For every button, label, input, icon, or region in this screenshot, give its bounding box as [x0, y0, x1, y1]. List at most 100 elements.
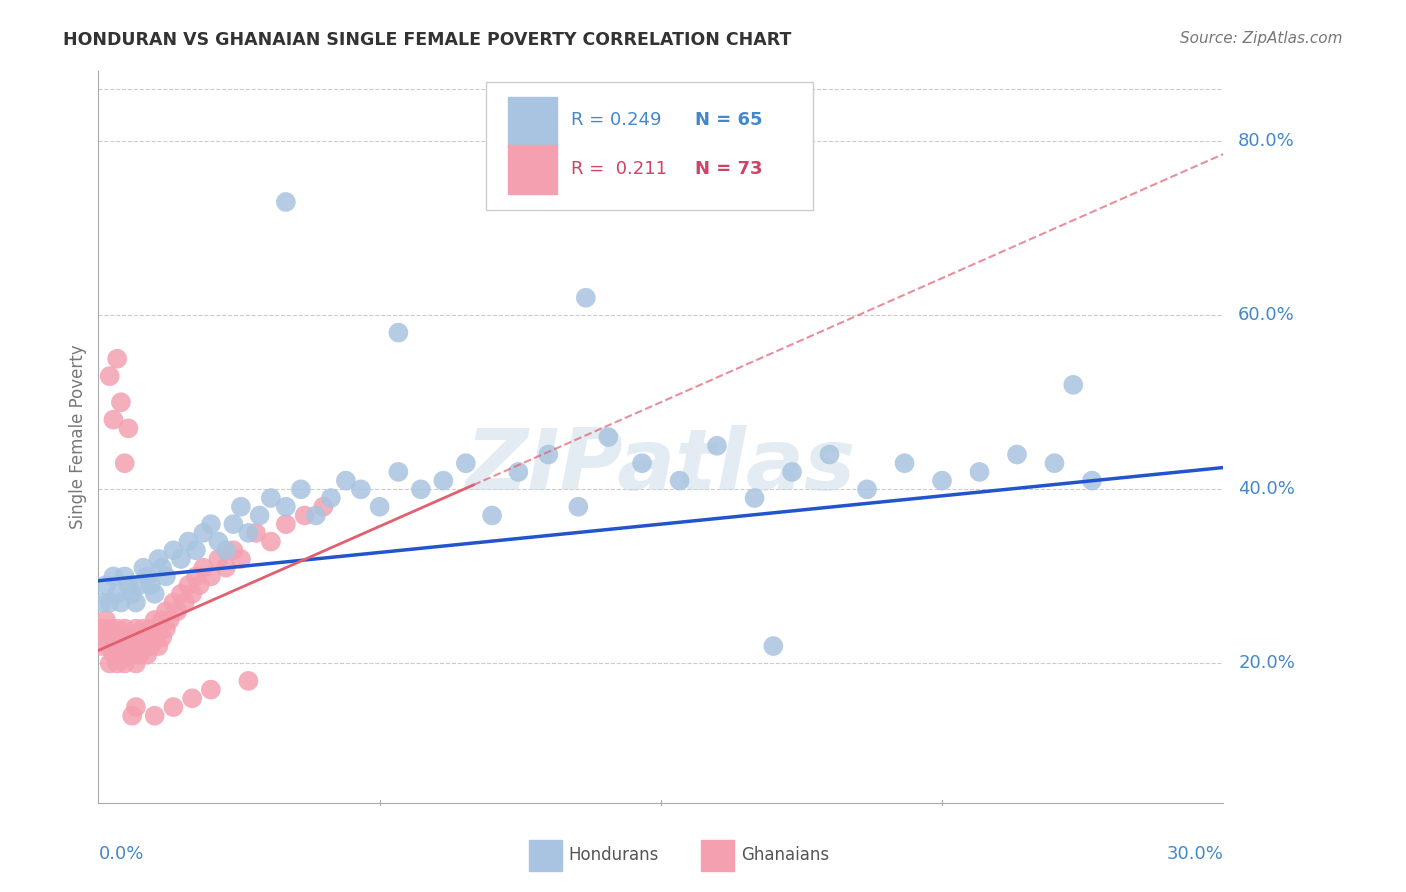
Point	[148, 552, 170, 566]
Point	[117, 631, 139, 645]
Point	[245, 525, 267, 540]
Point	[110, 631, 132, 645]
Point	[110, 395, 132, 409]
Point	[148, 622, 170, 636]
Point	[143, 708, 166, 723]
Point	[200, 569, 222, 583]
Point	[117, 421, 139, 435]
Point	[110, 595, 132, 609]
Point	[706, 439, 728, 453]
Point	[508, 465, 530, 479]
Point	[668, 474, 690, 488]
Text: 60.0%: 60.0%	[1239, 306, 1295, 324]
Text: N = 73: N = 73	[695, 160, 762, 178]
Point	[170, 552, 193, 566]
Point	[132, 560, 155, 574]
Text: HONDURAN VS GHANAIAN SINGLE FEMALE POVERTY CORRELATION CHART: HONDURAN VS GHANAIAN SINGLE FEMALE POVER…	[63, 31, 792, 49]
Point	[969, 465, 991, 479]
Point	[136, 648, 159, 662]
Point	[121, 648, 143, 662]
Point	[155, 569, 177, 583]
Point	[143, 613, 166, 627]
Text: R = 0.249: R = 0.249	[571, 112, 661, 129]
Point	[762, 639, 785, 653]
Point	[125, 622, 148, 636]
Point	[155, 622, 177, 636]
Point	[432, 474, 454, 488]
Point	[184, 543, 207, 558]
FancyBboxPatch shape	[486, 82, 813, 211]
Point	[162, 700, 184, 714]
Point	[125, 639, 148, 653]
Point	[125, 700, 148, 714]
Point	[229, 552, 252, 566]
Point	[136, 569, 159, 583]
Point	[188, 578, 211, 592]
Point	[114, 569, 136, 583]
Point	[184, 569, 207, 583]
Point	[274, 194, 297, 209]
Point	[103, 412, 125, 426]
Text: 30.0%: 30.0%	[1167, 845, 1223, 863]
Point	[193, 560, 215, 574]
Text: N = 65: N = 65	[695, 112, 762, 129]
Point	[222, 517, 245, 532]
Point	[1005, 448, 1028, 462]
Point	[150, 631, 173, 645]
Point	[162, 595, 184, 609]
Point	[136, 631, 159, 645]
Point	[105, 622, 128, 636]
FancyBboxPatch shape	[508, 97, 557, 146]
Point	[91, 639, 114, 653]
Point	[121, 631, 143, 645]
Point	[177, 578, 200, 592]
Point	[170, 587, 193, 601]
Point	[128, 648, 150, 662]
Point	[238, 525, 260, 540]
Point	[114, 639, 136, 653]
Point	[744, 491, 766, 505]
Point	[155, 604, 177, 618]
Point	[103, 569, 125, 583]
Text: 80.0%: 80.0%	[1239, 132, 1295, 150]
Point	[148, 639, 170, 653]
Point	[567, 500, 589, 514]
Point	[139, 622, 162, 636]
Point	[105, 587, 128, 601]
Point	[173, 595, 195, 609]
Point	[139, 639, 162, 653]
Point	[260, 491, 283, 505]
Point	[481, 508, 503, 523]
Point	[98, 639, 121, 653]
Point	[143, 631, 166, 645]
Point	[893, 456, 915, 470]
Point	[181, 587, 204, 601]
Point	[193, 525, 215, 540]
Point	[125, 595, 148, 609]
Point	[121, 587, 143, 601]
Point	[575, 291, 598, 305]
Point	[319, 491, 342, 505]
Point	[162, 543, 184, 558]
Point	[98, 622, 121, 636]
Point	[207, 534, 229, 549]
Point	[215, 560, 238, 574]
Point	[454, 456, 477, 470]
Point	[1062, 377, 1084, 392]
Point	[114, 657, 136, 671]
Point	[207, 552, 229, 566]
Point	[114, 622, 136, 636]
Point	[229, 500, 252, 514]
Point	[166, 604, 188, 618]
Point	[818, 448, 841, 462]
Point	[631, 456, 654, 470]
Point	[114, 456, 136, 470]
Point	[105, 639, 128, 653]
Point	[249, 508, 271, 523]
Point	[110, 648, 132, 662]
Point	[150, 560, 173, 574]
Point	[105, 657, 128, 671]
Point	[780, 465, 803, 479]
Point	[98, 657, 121, 671]
Text: Source: ZipAtlas.com: Source: ZipAtlas.com	[1180, 31, 1343, 46]
